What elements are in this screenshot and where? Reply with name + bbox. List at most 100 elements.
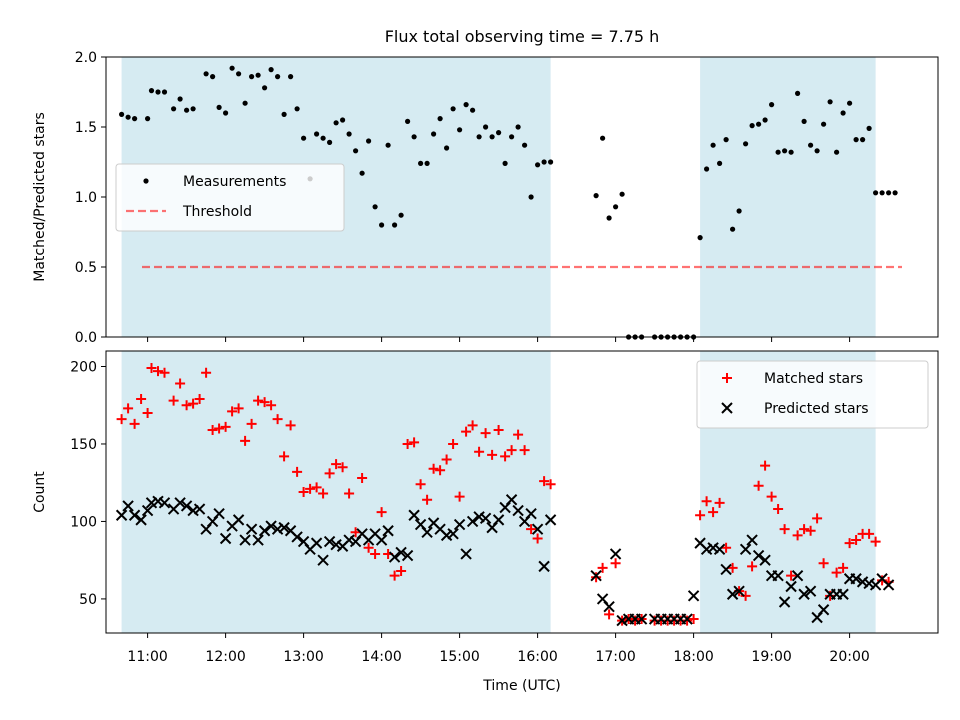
measurement-point xyxy=(600,135,606,141)
matched-stars-point xyxy=(753,480,764,491)
matched-stars-point xyxy=(214,423,225,434)
matched-stars-point xyxy=(721,542,732,553)
predicted-stars-point xyxy=(323,535,336,548)
matched-stars-point xyxy=(233,403,244,414)
matched-stars-point xyxy=(773,504,784,515)
y-tick-label: 1.0 xyxy=(75,190,97,206)
matched-stars-point xyxy=(851,535,862,546)
matched-stars-point xyxy=(526,524,537,535)
legend-box xyxy=(115,163,345,232)
measurement-point xyxy=(801,118,807,124)
measurement-point xyxy=(782,148,788,154)
matched-stars-point xyxy=(864,528,875,539)
matched-stars-point xyxy=(159,367,170,378)
measurement-point xyxy=(866,125,872,131)
matched-stars-point xyxy=(513,429,524,440)
predicted-stars-point xyxy=(726,588,739,600)
predicted-stars-point xyxy=(837,588,849,600)
matched-stars-point xyxy=(324,468,335,479)
matched-stars-point xyxy=(818,558,829,569)
measurement-point xyxy=(775,149,781,155)
matched-stars-point xyxy=(441,454,452,465)
measurement-point xyxy=(749,123,755,129)
matched-stars-point xyxy=(779,524,790,535)
predicted-stars-point xyxy=(115,509,128,521)
predicted-stars-point xyxy=(310,537,323,549)
matched-stars-point xyxy=(701,496,712,507)
measurement-point xyxy=(411,134,417,140)
predicted-stars-point xyxy=(252,534,264,546)
matched-stars-point xyxy=(870,536,881,547)
measurement-point xyxy=(795,90,801,96)
measurement-point xyxy=(190,106,196,112)
matched-stars-point xyxy=(116,414,127,425)
legend-measurements-symbol xyxy=(143,178,149,184)
predicted-stars-point xyxy=(746,534,758,546)
predicted-stars-point xyxy=(239,534,251,546)
measurement-point xyxy=(145,116,151,122)
matched-stars-point xyxy=(259,397,270,408)
measurement-point xyxy=(613,204,619,210)
matched-stars-point xyxy=(695,510,706,521)
matched-stars-point xyxy=(740,590,751,601)
upper-y-axis-label: Matched/Predicted stars xyxy=(32,112,48,282)
predicted-stars-point xyxy=(817,604,830,616)
predicted-stars-point xyxy=(531,523,544,535)
measurement-point xyxy=(483,124,489,130)
matched-stars-point xyxy=(175,378,186,389)
predicted-stars-point xyxy=(232,514,245,526)
predicted-stars-point xyxy=(525,507,537,520)
predicted-stars-point xyxy=(317,554,329,566)
matched-stars-point xyxy=(506,445,517,456)
measurement-point xyxy=(236,71,242,77)
matched-stars-point xyxy=(792,530,803,541)
measurement-point xyxy=(177,96,183,102)
measurement-point xyxy=(161,89,168,95)
predicted-stars-point xyxy=(772,569,784,582)
predicted-stars-point xyxy=(739,543,752,556)
matched-stars-point xyxy=(207,425,218,436)
measurement-point xyxy=(268,67,274,73)
predicted-stars-point xyxy=(850,573,862,585)
matched-stars-point xyxy=(487,449,498,460)
measurement-point xyxy=(203,71,209,77)
x-tick-label: 18:00 xyxy=(673,649,713,665)
matched-stars-point xyxy=(363,542,374,553)
predicted-stars-point xyxy=(291,531,303,543)
measurement-point xyxy=(119,111,125,117)
matched-stars-point xyxy=(146,363,157,374)
y-tick-label: 100 xyxy=(70,514,97,530)
measurement-point xyxy=(301,135,307,141)
matched-stars-point xyxy=(604,609,615,620)
measurement-point xyxy=(840,110,846,116)
measurement-point xyxy=(288,74,294,80)
measurement-point xyxy=(535,162,541,168)
matched-stars-point xyxy=(786,570,797,581)
matched-stars-point xyxy=(838,562,849,573)
predicted-stars-point xyxy=(193,503,206,515)
matched-stars-point xyxy=(246,418,257,429)
matched-stars-point xyxy=(123,403,134,414)
matched-stars-point xyxy=(747,561,758,572)
measurement-point xyxy=(229,65,235,71)
matched-stars-point xyxy=(305,483,316,494)
measurement-point xyxy=(262,85,268,91)
measurement-point xyxy=(847,100,853,106)
measurement-point xyxy=(418,160,424,166)
matched-stars-point xyxy=(714,497,725,508)
measurement-point xyxy=(710,142,716,148)
measurement-point xyxy=(148,88,155,94)
measurement-point xyxy=(379,222,385,228)
measurement-point xyxy=(444,145,450,151)
matched-stars-point xyxy=(597,562,608,573)
matched-stars-point xyxy=(285,420,296,431)
measurement-point xyxy=(463,102,469,108)
measurement-point xyxy=(606,215,612,221)
measurement-point xyxy=(736,208,742,214)
predicted-stars-point xyxy=(128,509,141,521)
predicted-stars-point xyxy=(453,518,466,531)
matched-stars-point xyxy=(708,507,719,518)
measurement-point xyxy=(424,160,430,166)
legend-matched-symbol xyxy=(722,373,732,383)
